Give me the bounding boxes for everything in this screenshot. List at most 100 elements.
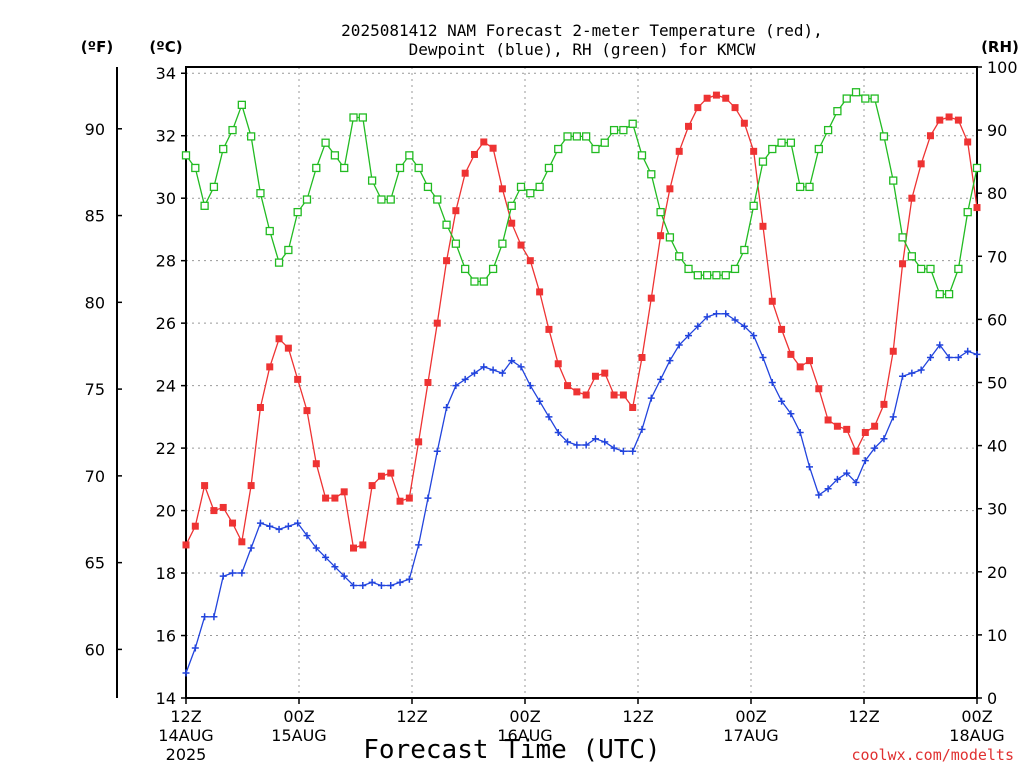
- rh-point: [898, 233, 907, 242]
- rh-point: [321, 138, 330, 147]
- dewpoint-line: [185, 313, 978, 674]
- temperature-point: [284, 344, 292, 352]
- dewpoint-point: [312, 544, 320, 552]
- rh-point: [433, 195, 442, 204]
- temperature-line: [185, 94, 978, 549]
- rh-point: [591, 144, 600, 154]
- time-tick-label: 12Z: [170, 707, 201, 726]
- temperature-point: [824, 416, 832, 424]
- rh-point: [693, 271, 702, 280]
- rh-point: [470, 277, 479, 286]
- dewpoint-point: [712, 310, 720, 318]
- dewpoint-point: [582, 441, 590, 449]
- fahrenheit-tick-label: 85: [85, 207, 105, 226]
- dewpoint-point: [526, 382, 534, 390]
- temperature-point: [182, 541, 190, 549]
- dewpoint-point: [508, 357, 516, 365]
- temperature-point: [415, 438, 423, 446]
- temperature-point: [350, 544, 358, 552]
- dewpoint-point: [852, 478, 860, 486]
- dewpoint-point: [294, 519, 302, 527]
- dewpoint-point: [610, 444, 618, 452]
- dewpoint-point: [685, 332, 693, 340]
- rh-tick-label: 60: [987, 310, 1007, 329]
- temperature-point: [638, 354, 646, 362]
- temperature-point: [805, 357, 813, 365]
- temperature-point: [545, 325, 553, 333]
- temperature-point: [778, 325, 786, 333]
- rh-point: [535, 182, 544, 192]
- rh-point: [954, 264, 963, 274]
- dewpoint-point: [666, 357, 674, 365]
- temperature-point: [238, 538, 246, 546]
- rh-tick-label: 100: [987, 58, 1018, 77]
- temperature-point: [424, 379, 432, 386]
- rh-point: [479, 277, 488, 286]
- dewpoint-point: [470, 369, 478, 377]
- temperature-point: [359, 541, 367, 549]
- temperature-point: [843, 425, 851, 433]
- temperature-point: [322, 494, 330, 502]
- time-tick-label: 15AUG: [271, 726, 326, 745]
- temperature-point: [703, 94, 711, 102]
- celsius-tick-label: 14: [156, 689, 176, 708]
- rh-point: [451, 239, 461, 248]
- x-axis-title: Forecast Time (UTC): [363, 735, 660, 765]
- dewpoint-point: [629, 447, 637, 455]
- rh-point: [944, 290, 954, 299]
- dewpoint-point: [331, 563, 339, 571]
- dewpoint-point: [219, 572, 227, 580]
- time-tick-label: 12Z: [622, 707, 653, 726]
- dewpoint-point: [694, 322, 702, 330]
- dewpoint-point: [396, 578, 404, 586]
- rh-point: [656, 207, 665, 217]
- dewpoint-point: [964, 347, 972, 355]
- dewpoint-point: [917, 366, 925, 374]
- dewpoint-point: [899, 372, 907, 380]
- temperature-point: [722, 94, 730, 102]
- temperature-point: [377, 472, 385, 480]
- dewpoint-point: [787, 410, 795, 418]
- dewpoint-point: [433, 447, 441, 455]
- time-tick-label: 00Z: [961, 707, 992, 726]
- rh-tick-label: 70: [987, 247, 1007, 266]
- dewpoint-point: [350, 582, 358, 590]
- temperature-point: [470, 150, 478, 158]
- rh-point: [917, 264, 926, 274]
- dewpoint-point: [387, 582, 395, 590]
- rh-axis: 0 10 20 30 40 50 60 70 80 90 100: [977, 58, 1018, 708]
- grid-lines: [186, 67, 977, 698]
- dewpoint-point: [601, 438, 609, 446]
- dewpoint-point: [731, 316, 739, 324]
- dewpoint-point: [303, 532, 311, 540]
- temperature-point: [601, 369, 609, 377]
- temperature-point: [787, 350, 795, 358]
- rh-tick-label: 20: [987, 563, 1007, 582]
- dewpoint-point: [843, 469, 851, 477]
- dewpoint-point: [740, 322, 748, 330]
- temperature-series: [182, 91, 981, 552]
- dewpoint-point: [954, 354, 962, 362]
- dewpoint-point: [647, 394, 655, 402]
- celsius-tick-label: 24: [156, 377, 176, 396]
- temperature-point: [480, 138, 488, 146]
- rh-point: [879, 132, 889, 141]
- temperature-point: [498, 185, 506, 193]
- rh-series: [181, 88, 982, 299]
- dewpoint-point: [805, 463, 813, 471]
- rh-point: [870, 94, 879, 103]
- dewpoint-point: [480, 363, 488, 371]
- temperature-point: [750, 147, 758, 155]
- dewpoint-point: [796, 428, 804, 436]
- dewpoint-point: [591, 435, 599, 443]
- fahrenheit-tick-label: 80: [85, 293, 105, 312]
- temperature-point: [954, 116, 962, 124]
- rh-unit-label: (RH): [981, 38, 1019, 56]
- rh-point: [181, 151, 191, 160]
- rh-tick-label: 80: [987, 184, 1007, 203]
- rh-point: [861, 94, 870, 103]
- rh-point: [926, 264, 935, 274]
- dewpoint-point: [638, 425, 646, 433]
- rh-point: [358, 113, 367, 122]
